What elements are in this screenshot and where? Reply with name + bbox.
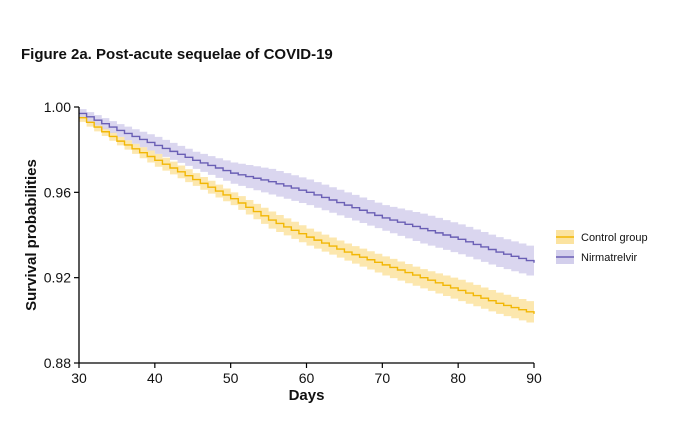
x-tick-label: 30 <box>71 370 87 386</box>
figure-title: Figure 2a. Post-acute sequelae of COVID-… <box>21 46 333 63</box>
nirmatrelvir-confidence-band <box>79 109 534 278</box>
y-axis-label: Survival probabilities <box>23 159 40 311</box>
x-axis-label: Days <box>289 387 325 404</box>
axes: 30 40 50 60 70 80 90 0.88 0.92 0.96 1.00 Days Surviv… <box>23 99 542 404</box>
y-tick-label: 1.00 <box>44 99 71 115</box>
nirmatrelvir-curve <box>79 112 535 263</box>
nirmatrelvir-legend-label: Nirmatrelvir <box>581 252 638 264</box>
y-tick-label: 0.92 <box>44 270 71 286</box>
x-tick-label: 50 <box>223 370 239 386</box>
confidence-bands <box>79 109 534 325</box>
control-group-curve <box>79 116 535 314</box>
survival-curves <box>79 112 535 314</box>
y-tick-label: 0.88 <box>44 355 71 371</box>
x-tick-label: 40 <box>147 370 163 386</box>
x-tick-label: 90 <box>526 370 542 386</box>
x-tick-label: 60 <box>299 370 315 386</box>
y-tick-label: 0.96 <box>44 184 71 200</box>
legend: Control group Nirmatrelvir <box>556 230 648 264</box>
x-tick-label: 70 <box>375 370 391 386</box>
x-tick-label: 80 <box>450 370 466 386</box>
control-group-confidence-band <box>79 113 534 325</box>
control-group-legend-label: Control group <box>581 232 648 244</box>
